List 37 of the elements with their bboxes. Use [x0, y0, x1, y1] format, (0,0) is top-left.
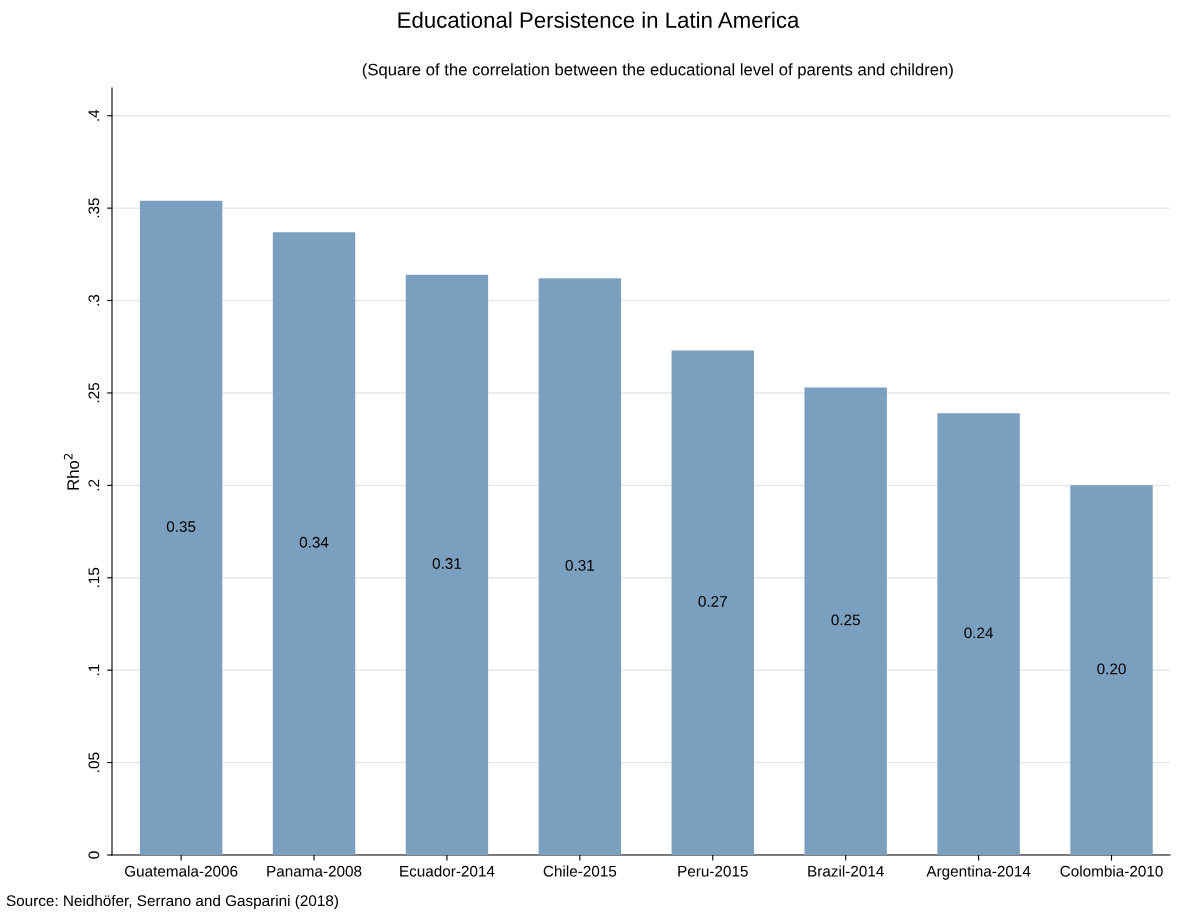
x-tick-label: Peru-2015	[678, 865, 748, 877]
y-tick-label: .25	[88, 382, 100, 403]
y-tick-label: .15	[88, 567, 100, 587]
chart-subtitle: (Square of the correlation between the educational level of parents and children)	[362, 63, 953, 79]
x-tick-label: Guatemala-2006	[124, 865, 238, 877]
y-tick-label: 0	[88, 851, 100, 859]
y-tick-label: .3	[88, 294, 100, 306]
data-label: 0.24	[964, 627, 994, 639]
y-tick-label: .35	[88, 198, 100, 218]
data-label: 0.31	[565, 559, 594, 571]
data-label: 0.25	[831, 614, 860, 626]
y-tick-label: .4	[88, 109, 100, 121]
chart-title: Educational Persistence in Latin America	[398, 11, 800, 28]
bar	[671, 350, 754, 855]
y-axis-title: Rho$^{2}$	[63, 453, 80, 490]
x-tick-label: Colombia-2010	[1060, 865, 1163, 877]
x-tick-label: Ecuador-2014	[400, 865, 495, 877]
x-tick-label: Chile-2015	[543, 865, 617, 877]
data-label: 0.35	[166, 521, 196, 532]
y-tick-label: .1	[88, 664, 100, 676]
bar	[1070, 485, 1153, 855]
data-label: 0.34	[299, 536, 329, 548]
data-label: 0.27	[698, 596, 727, 607]
x-tick-label: Brazil-2014	[808, 865, 884, 877]
bar	[272, 232, 356, 855]
data-label: 0.31	[432, 558, 462, 569]
data-label: 0.20	[1097, 663, 1126, 675]
y-tick-label: .2	[88, 479, 100, 491]
source-note: Source: Neidhöfer, Serrano and Gasparini (2018)	[6, 894, 338, 910]
bar	[804, 387, 887, 855]
y-tick-label: .05	[88, 752, 100, 772]
bar	[139, 200, 223, 855]
bar	[937, 413, 1020, 855]
x-tick-label: Argentina-2014	[926, 865, 1031, 880]
x-tick-label: Panama-2008	[267, 865, 362, 877]
bar	[538, 278, 622, 855]
bar	[405, 274, 489, 855]
